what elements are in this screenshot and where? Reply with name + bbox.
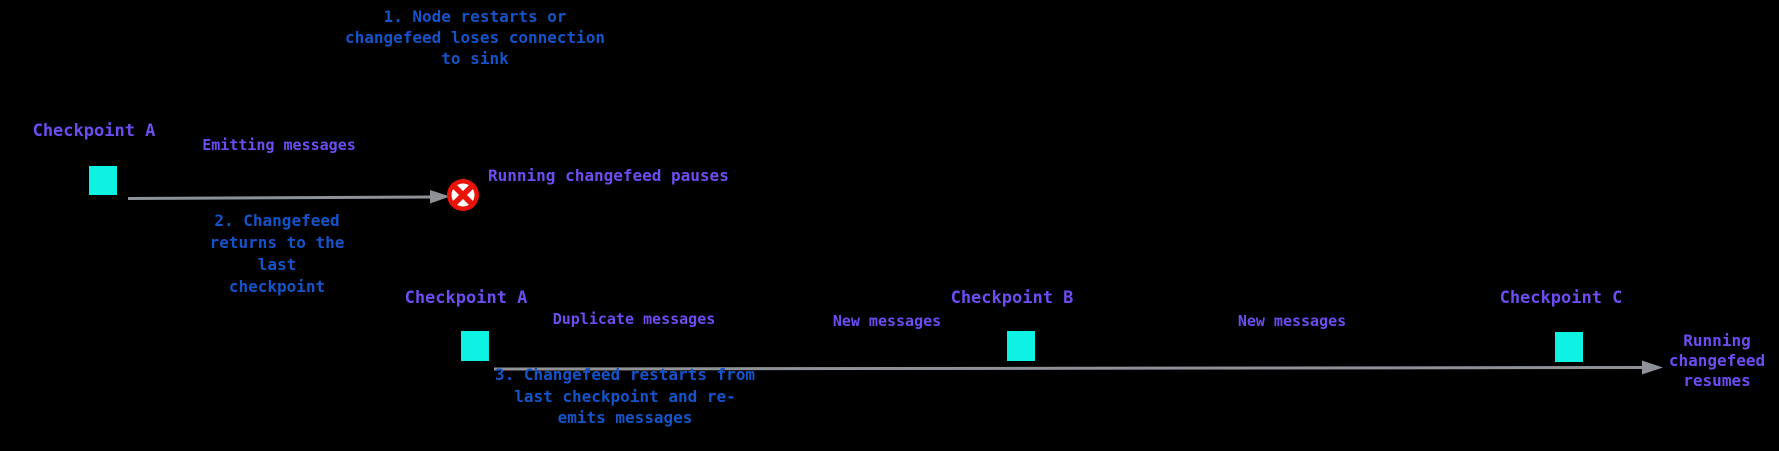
emitting-messages-label: Emitting messages xyxy=(202,136,356,154)
new-messages-label-2: New messages xyxy=(1237,312,1347,330)
checkpoint-c-label: Checkpoint C xyxy=(1499,288,1623,308)
checkpoint-a-marker-2 xyxy=(461,331,489,361)
checkpoint-a-marker-1 xyxy=(89,166,117,195)
checkpoint-b-marker xyxy=(1007,331,1035,361)
new-messages-label-1: New messages xyxy=(832,312,942,330)
checkpoint-a-label-1: Checkpoint A xyxy=(32,121,156,141)
running-changefeed-resumes-label: Running changefeed resumes xyxy=(1668,331,1766,390)
annotation-step3: 3. Changefeed restarts from last checkpo… xyxy=(494,365,756,427)
checkpoint-a-label-2: Checkpoint A xyxy=(404,288,528,308)
annotation-step2: 2. Changefeed returns to the last checkp… xyxy=(209,211,345,296)
timeline1-line xyxy=(127,195,432,200)
checkpoint-c-marker xyxy=(1555,332,1583,362)
timeline1-arrowhead xyxy=(430,190,450,204)
timeline2-arrowhead xyxy=(1642,360,1663,375)
checkpoint-b-label: Checkpoint B xyxy=(950,288,1074,308)
changefeed-pause-icon xyxy=(447,179,479,211)
timeline2-line xyxy=(493,366,1644,371)
duplicate-messages-label: Duplicate messages xyxy=(552,310,716,328)
running-changefeed-pauses-label: Running changefeed pauses xyxy=(488,166,729,185)
annotation-step1: 1. Node restarts or changefeed loses con… xyxy=(344,7,606,68)
